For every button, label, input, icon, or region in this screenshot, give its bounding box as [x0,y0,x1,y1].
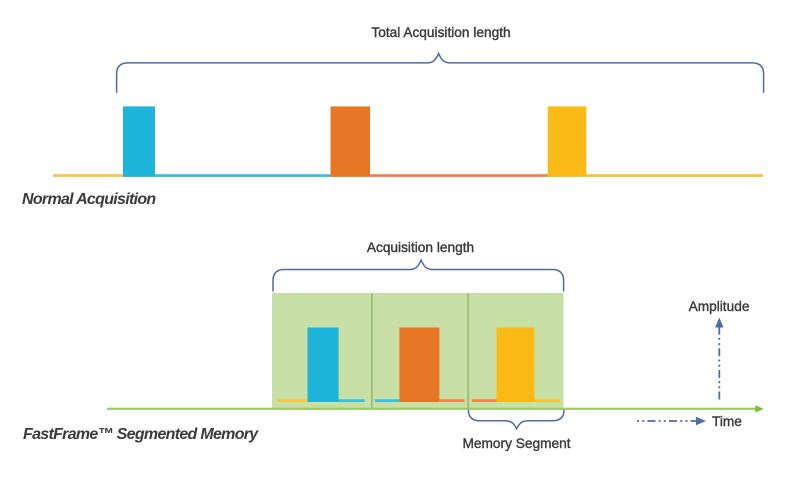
svg-text:Time: Time [712,414,742,429]
svg-text:FastFrame™ Segmented Memory: FastFrame™ Segmented Memory [23,426,259,443]
svg-text:Normal Acquisition: Normal Acquisition [22,191,156,208]
svg-text:Amplitude: Amplitude [689,299,750,314]
svg-text:Memory Segment: Memory Segment [462,436,570,451]
svg-text:Acquisition length: Acquisition length [367,240,474,255]
svg-text:Total Acquisition length: Total Acquisition length [371,25,510,40]
